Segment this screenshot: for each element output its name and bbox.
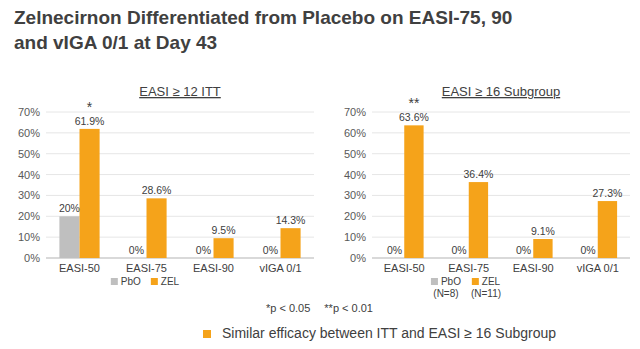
data-label: 0% <box>263 244 278 256</box>
bar <box>59 216 79 258</box>
tick-label: 60% <box>18 127 40 139</box>
legend-label: PbO <box>441 276 461 287</box>
title: Zelnecirnon Differentiated from Placebo … <box>14 7 512 28</box>
tick-label: 30% <box>18 189 40 201</box>
bar <box>469 182 488 258</box>
bar <box>533 239 552 258</box>
data-label: 0% <box>451 244 466 256</box>
bar <box>598 201 617 258</box>
tick-label: 30% <box>344 189 366 201</box>
tick-label: 20% <box>18 210 40 222</box>
subtitle: EASI ≥ 12 ITT <box>139 84 221 99</box>
bar <box>578 258 597 259</box>
legend-swatch <box>431 278 438 285</box>
tick-label: 50% <box>344 148 366 160</box>
legend-item: ZEL <box>151 276 180 287</box>
legend-swatch <box>151 278 158 285</box>
legend: PbO ZEL <box>111 276 180 287</box>
legend-label: ZEL <box>161 276 180 287</box>
legend-label: ZEL <box>482 276 501 287</box>
bar <box>449 258 468 259</box>
data-label: 0% <box>129 244 144 256</box>
legend-note: (N=8) <box>433 288 458 299</box>
bar <box>80 129 100 258</box>
data-label: 28.6% <box>142 184 172 196</box>
tick-label: 70% <box>18 106 40 118</box>
bar <box>404 125 423 258</box>
footnote: **p < 0.01 <box>324 302 373 314</box>
tick-label: 0% <box>24 252 40 264</box>
tick-label: 40% <box>344 169 366 181</box>
legend-item: PbO(N=8) <box>431 276 461 299</box>
data-label: 61.9% <box>75 115 105 127</box>
tick-label: 50% <box>18 148 40 160</box>
bar <box>147 198 167 258</box>
data-label: 63.6% <box>399 111 429 123</box>
bar <box>193 258 213 259</box>
tick-label: 0% <box>350 252 366 264</box>
legend-item: ZEL(N=11) <box>471 276 501 299</box>
tick-label: 20% <box>344 210 366 222</box>
bars <box>404 125 617 258</box>
annotation: * <box>87 99 93 115</box>
data-label: 9.5% <box>212 224 236 236</box>
category-label: EASI-90 <box>513 262 554 274</box>
legend-note: (N=11) <box>471 288 501 299</box>
bar <box>260 258 280 259</box>
category-label: vIGA 0/1 <box>259 262 301 274</box>
figure: Zelnecirnon Differentiated from Placebo … <box>0 0 640 349</box>
category-label: vIGA 0/1 <box>577 262 619 274</box>
bars <box>59 129 300 258</box>
chart: EASI ≥ 16 Subgroup 0% 10% 20% 30% 40% 50% 60% 70… <box>344 84 630 299</box>
bar <box>385 258 404 259</box>
category-label: EASI-75 <box>448 262 489 274</box>
data-label: 9.1% <box>531 225 555 237</box>
bar <box>214 238 234 258</box>
chart: EASI ≥ 12 ITT 0% 10% 20% 30% 40% 50% 60% 70% 20% 0… <box>18 84 314 287</box>
data-label: 0% <box>387 244 402 256</box>
category-label: EASI-50 <box>59 262 100 274</box>
category-label: EASI-50 <box>384 262 425 274</box>
legend-swatch <box>472 278 479 285</box>
tick-label: 10% <box>18 231 40 243</box>
data-label: 36.4% <box>464 168 494 180</box>
bar <box>514 258 533 259</box>
subtitle: EASI ≥ 16 Subgroup <box>442 84 560 99</box>
legend-label: PbO <box>121 276 141 287</box>
data-label: 20% <box>59 202 80 214</box>
tick-label: 40% <box>18 169 40 181</box>
annotation: ** <box>408 95 419 111</box>
tick-label: 70% <box>344 106 366 118</box>
legend-item: PbO <box>111 276 141 287</box>
bar <box>281 228 301 258</box>
bullet-marker <box>203 330 211 338</box>
data-label: 0% <box>516 244 531 256</box>
tick-label: 60% <box>344 127 366 139</box>
title: and vIGA 0/1 at Day 43 <box>14 32 217 53</box>
data-label: 14.3% <box>276 214 306 226</box>
data-label: 27.3% <box>593 187 623 199</box>
legend: PbO(N=8) ZEL(N=11) <box>431 276 501 299</box>
data-label: 0% <box>196 244 211 256</box>
legend-swatch <box>111 278 118 285</box>
page: {"title_lines": ["Zelnecirnon Differenti… <box>0 0 640 349</box>
footnote: *p < 0.05 <box>266 302 310 314</box>
tick-label: 10% <box>344 231 366 243</box>
category-label: EASI-75 <box>126 262 167 274</box>
data-label: 0% <box>580 244 595 256</box>
category-label: EASI-90 <box>193 262 234 274</box>
bar <box>126 258 146 259</box>
bullet-text: Similar efficacy between ITT and EASI ≥ … <box>222 325 556 341</box>
